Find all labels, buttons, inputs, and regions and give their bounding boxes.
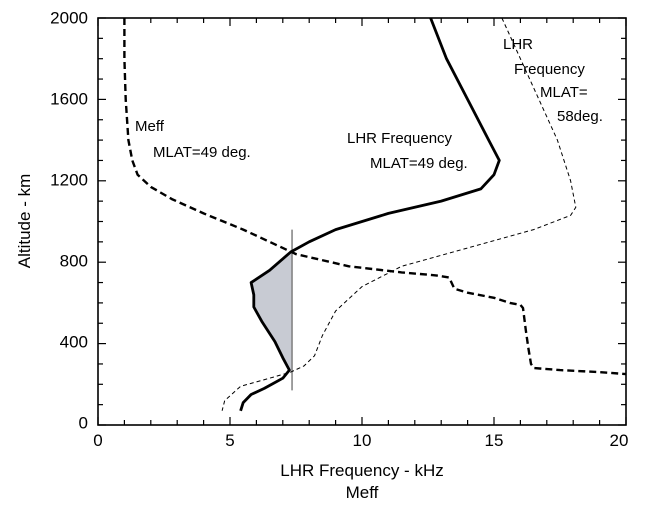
x-axis-label: LHR Frequency - kHz [280,461,443,480]
y-axis-label: Altitude - km [15,174,34,268]
y-tick-label: 400 [60,332,88,351]
annotation-line: MLAT=49 deg. [153,144,251,161]
annotation-line: Frequency [514,61,585,78]
shaded-region [251,252,293,371]
annotation-line: MLAT= [540,84,588,101]
annotation-line: 58deg. [557,108,603,125]
y-tick-label: 2000 [50,8,88,27]
x-tick-label: 5 [225,431,234,450]
x-axis-label-secondary: Meff [346,483,379,502]
annotation-line: LHR [503,36,533,53]
x-tick-label: 15 [485,431,504,450]
annotation-lhr-58: LHR Frequency MLAT= 58deg. [503,36,603,125]
x-tick-label: 10 [353,431,372,450]
ticks-layer [97,17,627,426]
series-layer [123,17,627,412]
annotation-line: Meff [135,118,165,135]
series-line-meff-mlat-49-deg [123,18,627,376]
shaded-region-layer [251,229,293,391]
series-line-lhr-frequency-mlat-58deg [221,17,577,411]
y-tick-label: 1600 [50,89,88,108]
annotation-meff: Meff MLAT=49 deg. [135,118,251,161]
annotation-lhr-49: LHR Frequency MLAT=49 deg. [347,130,468,172]
y-tick-label: 1200 [50,170,88,189]
x-tick-label: 0 [93,431,102,450]
series-line-lhr-frequency-mlat-49-deg [239,17,501,412]
y-tick-label: 0 [79,413,88,432]
x-tick-label: 20 [610,431,629,450]
annotation-line: MLAT=49 deg. [370,155,468,172]
y-tick-label: 800 [60,251,88,270]
annotation-line: LHR Frequency [347,130,453,147]
